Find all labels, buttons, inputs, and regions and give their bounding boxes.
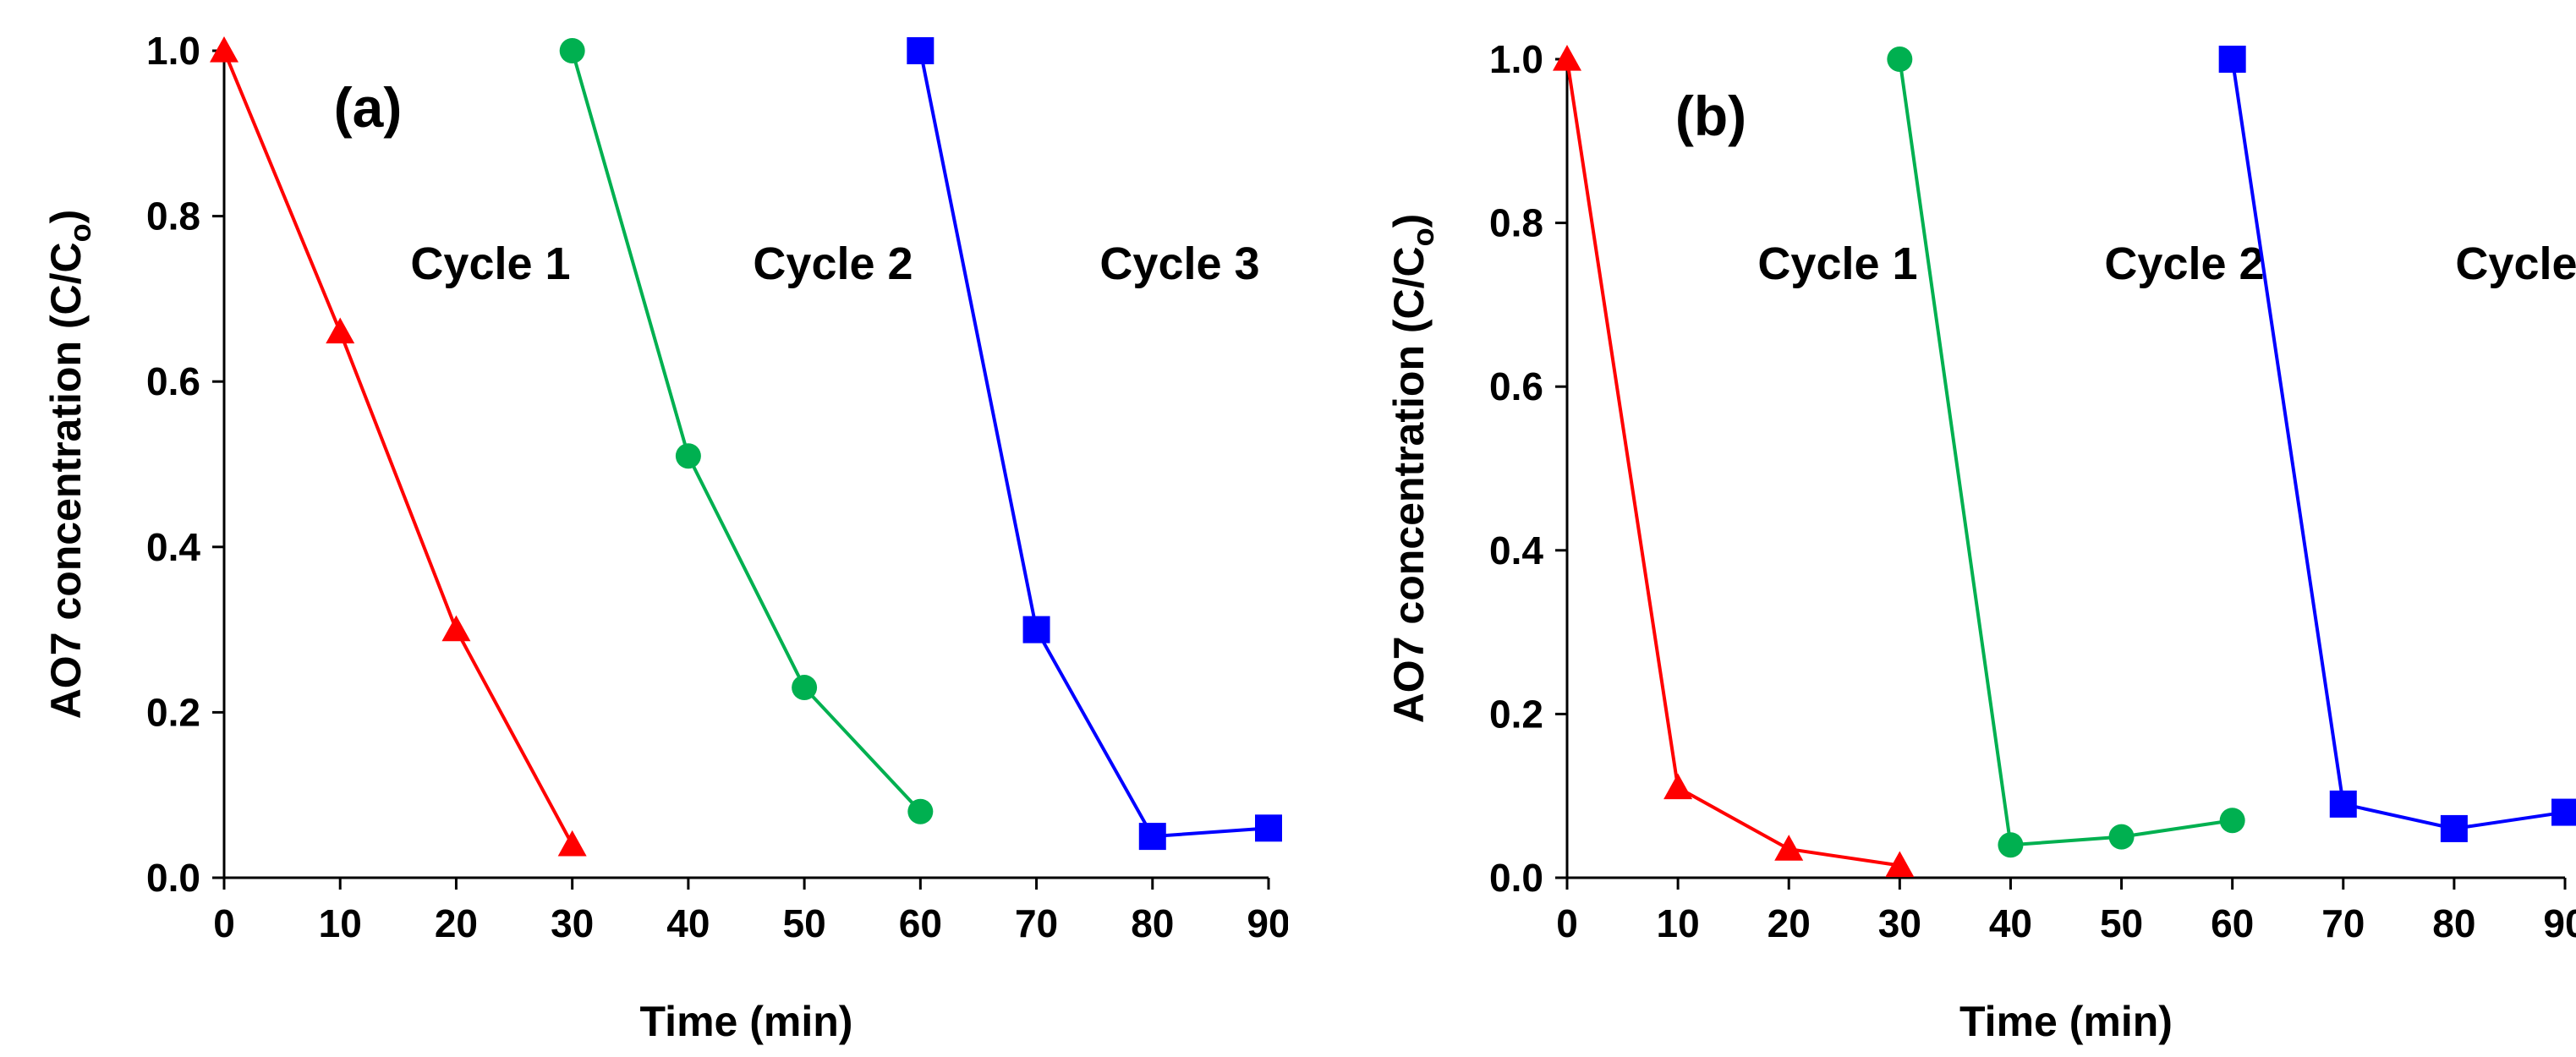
x-tick-label: 10	[319, 901, 362, 945]
chart-panel-b: 0 10 20 30 40 50 60 70 80 90 0.0 0.2 0.4 0.6 0.8 1.0 Tim…	[1385, 37, 2576, 1045]
x-tick-label: 30	[1878, 901, 1921, 945]
cycle-label-3: Cycle 3	[1099, 238, 1259, 289]
y-tick-label: 0.0	[1489, 856, 1543, 900]
data-point-square	[1138, 823, 1166, 851]
x-tick-label: 80	[1131, 901, 1174, 945]
x-tick-label: 20	[435, 901, 478, 945]
cycle-label-3: Cycle 3	[2455, 238, 2576, 289]
data-point-triangle	[1553, 45, 1581, 71]
y-tick-label: 0.6	[1489, 364, 1543, 408]
x-tick-label: 90	[1247, 901, 1288, 945]
panel-label: (a)	[334, 76, 403, 139]
data-point-triangle	[1663, 773, 1693, 800]
data-point-circle	[2219, 808, 2245, 834]
y-tick-label: 1.0	[1489, 37, 1543, 81]
y-tick-label: 1.0	[146, 29, 200, 73]
y-tick-label: 0.6	[146, 359, 200, 403]
chart-panel-a: 0 10 20 30 40 50 60 70 80 90 0.0 0.2 0.4 0.6 0.8 1.0 Tim…	[42, 29, 1288, 1045]
data-point-square	[2329, 790, 2357, 818]
y-tick-label: 0.4	[146, 525, 200, 569]
x-tick-label: 0	[1556, 901, 1578, 945]
x-axis-title: Time (min)	[1959, 998, 2173, 1045]
y-tick-label: 0.2	[1489, 692, 1543, 736]
cycle-label-2: Cycle 2	[753, 238, 913, 289]
series-line-cycle-3	[2230, 58, 2566, 830]
cycle-label-1: Cycle 1	[410, 238, 570, 289]
data-point-square	[2551, 798, 2576, 826]
x-tick-label: 40	[1989, 901, 2032, 945]
data-point-circle	[792, 675, 818, 701]
x-tick-label: 20	[1768, 901, 1811, 945]
x-tick-label: 70	[1015, 901, 1058, 945]
data-point-square	[1255, 814, 1282, 842]
y-axis-title: AO7 concentration (C/Co)	[1385, 214, 1440, 724]
series-line-cycle-2	[570, 50, 922, 813]
x-tick-label: 70	[2321, 901, 2365, 945]
x-axis-title: Time (min)	[640, 998, 853, 1045]
data-point-triangle	[210, 36, 238, 63]
data-point-triangle	[326, 317, 355, 344]
x-tick-label: 50	[783, 901, 826, 945]
y-tick-label: 0.2	[146, 690, 200, 734]
series-line-cycle-3	[918, 50, 1269, 839]
data-point-circle	[1998, 832, 2024, 858]
y-tick-label: 0.8	[1489, 201, 1543, 245]
data-point-triangle	[441, 615, 471, 642]
x-tick-label: 0	[213, 901, 235, 945]
panel-label: (b)	[1675, 85, 1746, 147]
data-point-square	[2440, 814, 2468, 842]
x-tick-label: 80	[2432, 901, 2475, 945]
data-point-triangle	[1774, 835, 1804, 861]
x-tick-label: 60	[899, 901, 942, 945]
x-tick-label: 30	[551, 901, 594, 945]
data-point-square	[907, 37, 934, 64]
y-tick-label: 0.4	[1489, 528, 1543, 572]
data-point-square	[1022, 616, 1050, 644]
y-tick-label: 0.0	[146, 856, 200, 900]
cycle-label-2: Cycle 2	[2104, 238, 2264, 289]
series-line-cycle-1	[222, 50, 574, 846]
x-tick-label: 40	[666, 901, 710, 945]
y-tick-label: 0.8	[146, 194, 200, 238]
y-axis-title: AO7 concentration (C/Co)	[42, 210, 97, 720]
data-point-triangle	[1885, 851, 1915, 878]
data-point-circle	[1887, 47, 1913, 72]
series-line-cycle-2	[1898, 58, 2233, 847]
x-tick-label: 10	[1657, 901, 1700, 945]
x-tick-label: 90	[2543, 901, 2576, 945]
x-tick-label: 60	[2211, 901, 2254, 945]
data-point-triangle	[557, 830, 587, 857]
x-tick-label: 50	[2100, 901, 2143, 945]
data-point-circle	[559, 38, 585, 63]
data-point-square	[2218, 46, 2246, 73]
series-line-cycle-1	[1565, 58, 1900, 868]
data-point-circle	[675, 443, 701, 469]
data-point-circle	[2108, 824, 2135, 850]
cycle-label-1: Cycle 1	[1757, 238, 1917, 289]
data-point-circle	[907, 798, 934, 824]
